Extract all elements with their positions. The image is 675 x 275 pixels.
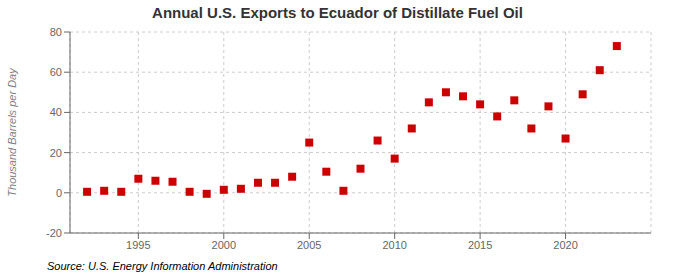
- html-text:Source: U.S. Energy Informatio: Source: U.S. Energy Information Administ…: [47, 260, 278, 272]
- svg-text:-20: -20: [46, 227, 62, 239]
- svg-text:Thousand Barrels per Day: Thousand Barrels per Day: [8, 67, 18, 197]
- svg-text:2000: 2000: [212, 239, 236, 251]
- svg-text:40: 40: [50, 106, 62, 118]
- svg-text:2010: 2010: [382, 239, 406, 251]
- svg-text:60: 60: [50, 66, 62, 78]
- svg-text:2015: 2015: [468, 239, 492, 251]
- svg-text:1995: 1995: [126, 239, 150, 251]
- svg-text:2005: 2005: [297, 239, 321, 251]
- svg-text:80: 80: [50, 26, 62, 38]
- svg-text:2020: 2020: [553, 239, 577, 251]
- html-text:Annual U.S. Exports to Ecuador: Annual U.S. Exports to Ecuador of Distil…: [152, 4, 523, 21]
- svg-text:0: 0: [56, 187, 62, 199]
- svg-text:20: 20: [50, 147, 62, 159]
